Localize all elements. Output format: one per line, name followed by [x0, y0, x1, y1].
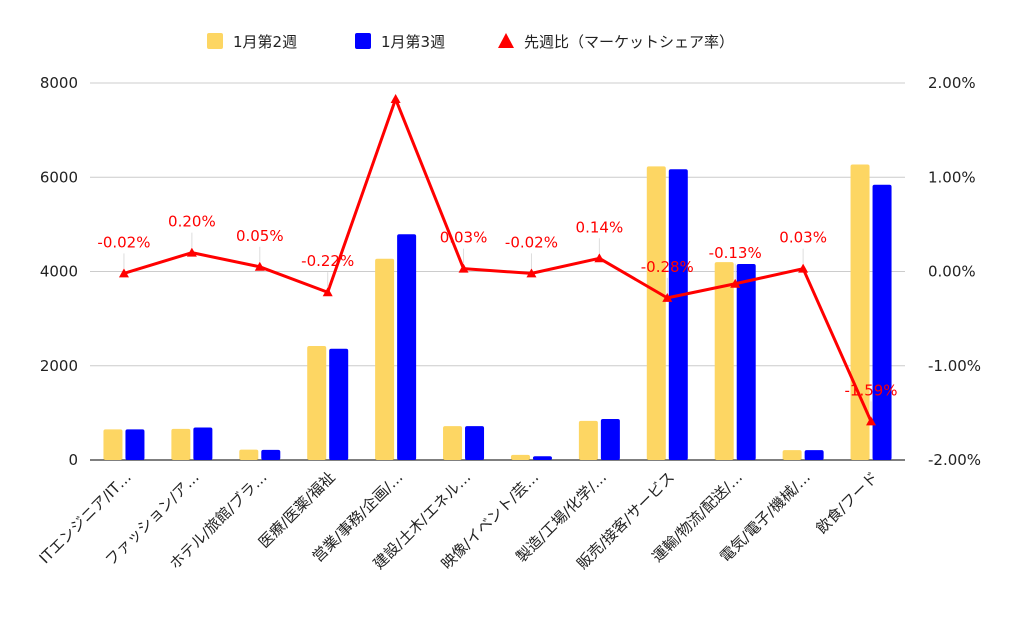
data-label: -0.22% — [301, 252, 354, 270]
data-label: 0.03% — [779, 229, 827, 247]
data-label: 0.20% — [168, 213, 216, 231]
line-point — [662, 292, 673, 302]
right-y-axis: -2.00% -1.00% 0.00% 1.00% 2.00% — [928, 74, 981, 469]
bar — [465, 426, 485, 460]
bar — [646, 166, 666, 460]
data-label: -0.28% — [641, 258, 694, 276]
data-label: -0.02% — [97, 233, 150, 251]
left-tick-label: 0 — [68, 451, 78, 469]
bar — [714, 262, 734, 460]
line-point — [458, 263, 469, 273]
bar — [443, 426, 463, 460]
data-label: -0.02% — [505, 233, 558, 251]
bar — [736, 263, 756, 460]
line-point — [730, 278, 741, 288]
line-series: -0.02% 0.20% 0.05% -0.22% 0.03% -0.02% 0.14% -0… — [97, 94, 898, 426]
bar — [125, 429, 145, 460]
line-point — [798, 263, 809, 273]
data-label: -0.13% — [709, 244, 762, 262]
left-y-axis: 0 2000 4000 6000 8000 — [40, 74, 78, 469]
line-point — [526, 268, 537, 278]
right-tick-label: 1.00% — [928, 168, 976, 186]
left-tick-label: 6000 — [40, 168, 78, 186]
bar — [850, 164, 870, 460]
line-path — [123, 97, 873, 422]
bar — [193, 427, 213, 460]
bar — [239, 449, 259, 460]
right-tick-label: 2.00% — [928, 74, 976, 92]
bar — [804, 450, 824, 460]
legend-label: 1月第2週 — [233, 33, 297, 51]
bar — [872, 184, 892, 461]
line-point — [594, 253, 605, 263]
legend-label: 先週比（マーケットシェア率） — [524, 33, 734, 51]
data-label: 0.05% — [236, 227, 284, 245]
bar — [510, 454, 530, 460]
bar — [532, 456, 552, 460]
data-label: 0.14% — [576, 218, 624, 236]
line-point — [254, 261, 265, 271]
bar — [578, 420, 598, 460]
right-tick-label: -1.00% — [928, 357, 981, 375]
bar-series — [103, 164, 892, 461]
data-label: -1.59% — [845, 381, 898, 399]
bar — [171, 428, 191, 460]
data-label: 0.03% — [440, 229, 488, 247]
right-tick-label: -2.00% — [928, 451, 981, 469]
right-tick-label: 0.00% — [928, 263, 976, 281]
bar — [397, 234, 417, 460]
line-point — [186, 247, 197, 257]
legend-swatch — [355, 33, 371, 49]
legend-swatch — [498, 33, 514, 48]
bar — [375, 258, 395, 460]
bar — [668, 169, 688, 460]
legend-swatch — [207, 33, 223, 49]
bar — [600, 419, 620, 460]
legend: 1月第2週 1月第3週 先週比（マーケットシェア率） — [207, 33, 734, 51]
x-axis-categories: ITエンジニア/IT…ファッション/ア…ホテル/旅館/ブラ…医療/医薬/福祉営業… — [36, 468, 882, 573]
category-label: 飲食/フード — [813, 468, 882, 537]
bar — [261, 449, 281, 460]
bar — [103, 429, 123, 460]
bar — [329, 348, 349, 460]
line-point — [866, 416, 877, 426]
left-tick-label: 4000 — [40, 263, 78, 281]
bar — [307, 345, 327, 460]
left-tick-label: 2000 — [40, 357, 78, 375]
bar — [782, 450, 802, 460]
left-tick-label: 8000 — [40, 74, 78, 92]
line-point — [322, 287, 333, 297]
line-point — [118, 268, 129, 278]
legend-label: 1月第3週 — [381, 33, 445, 51]
line-point — [390, 94, 401, 104]
